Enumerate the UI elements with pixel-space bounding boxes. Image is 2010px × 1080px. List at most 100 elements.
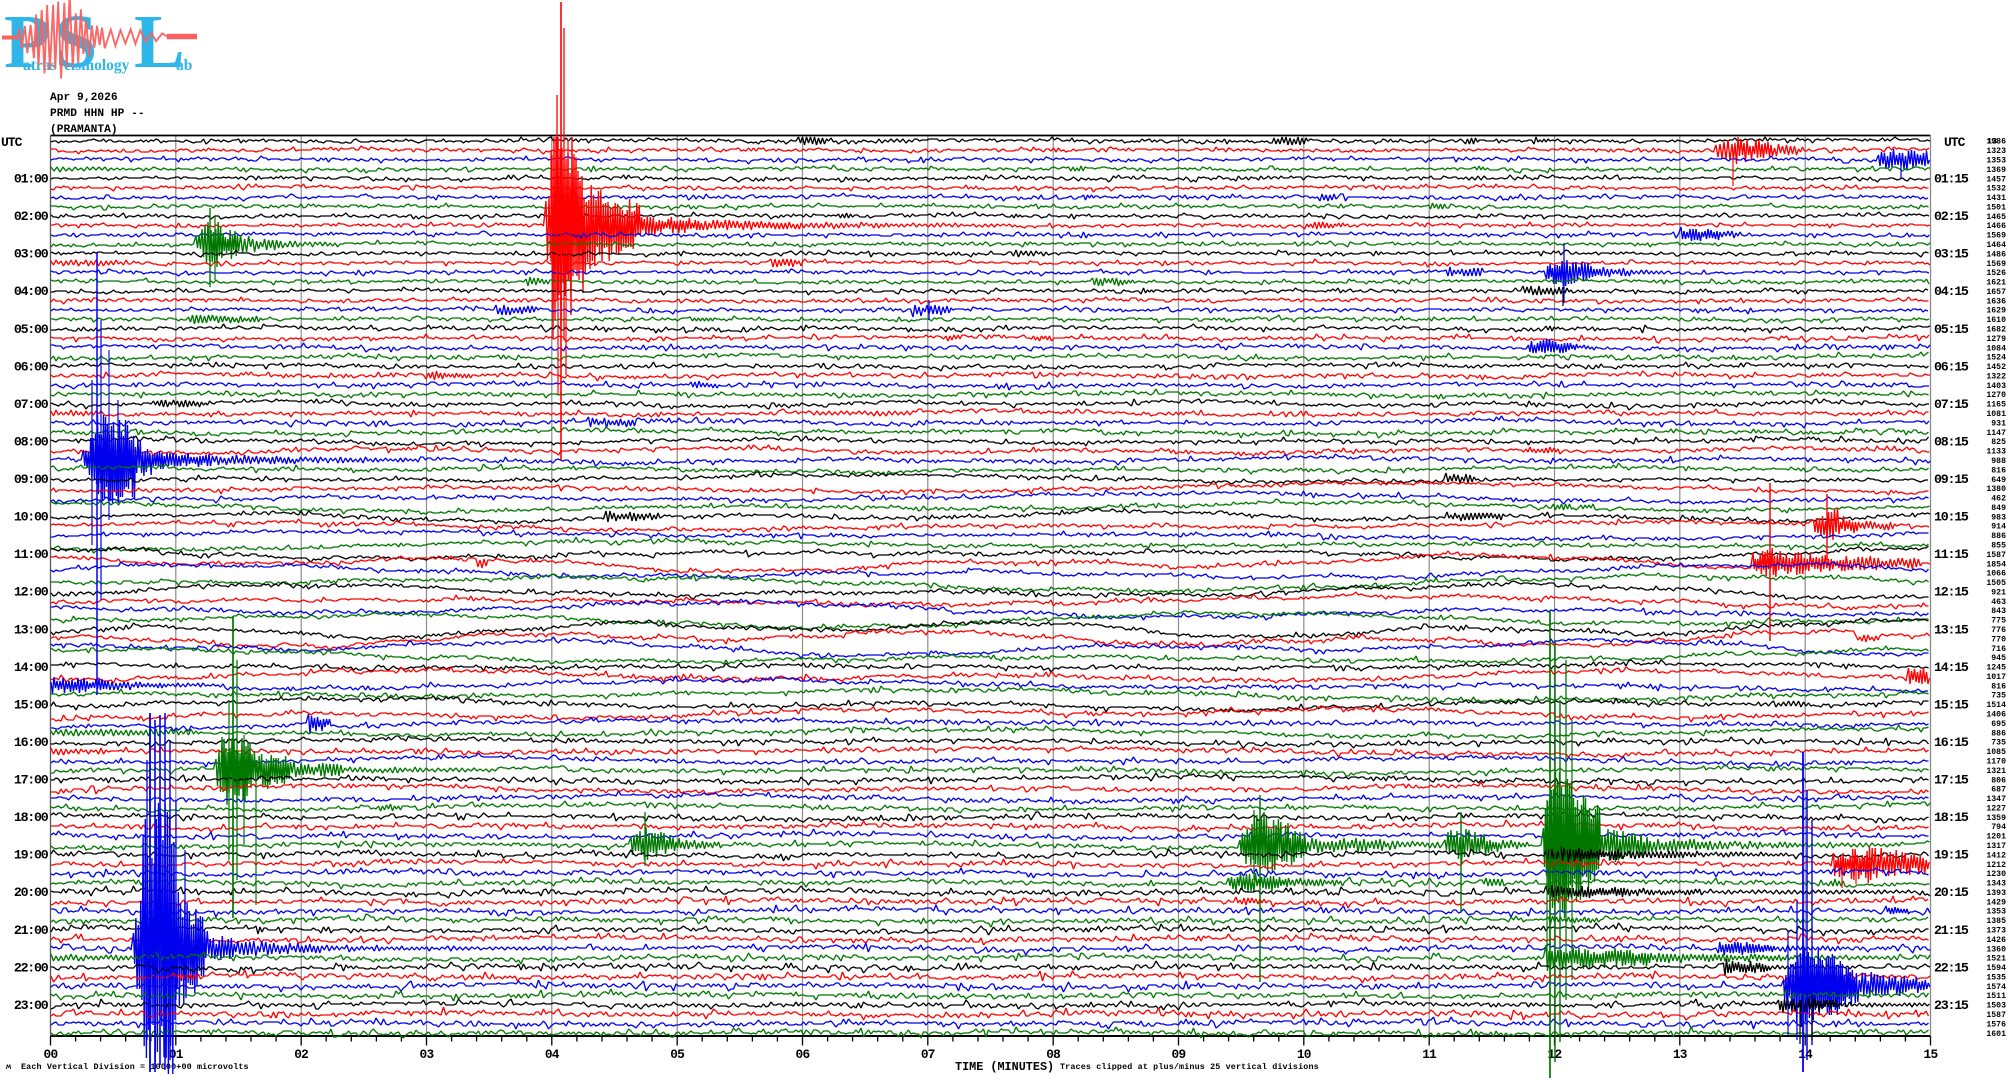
svg-text:1347: 1347 [1986,795,2006,804]
svg-text:716: 716 [1991,645,2006,654]
svg-text:03:15: 03:15 [1934,247,1969,262]
svg-text:1682: 1682 [1986,326,2006,335]
svg-text:1501: 1501 [1986,203,2006,212]
svg-text:816: 816 [1991,682,2006,691]
svg-text:855: 855 [1991,542,2006,551]
svg-text:1359: 1359 [1986,814,2006,823]
svg-text:1403: 1403 [1986,382,2006,391]
svg-text:09:15: 09:15 [1934,472,1969,487]
svg-text:1227: 1227 [1986,804,2006,813]
svg-text:1085: 1085 [1986,748,2006,757]
svg-text:12:15: 12:15 [1934,585,1969,600]
svg-text:1535: 1535 [1986,974,2006,983]
svg-text:914: 914 [1991,523,2006,532]
svg-text:17:00: 17:00 [14,773,49,788]
svg-text:13:15: 13:15 [1934,622,1969,637]
svg-text:1466: 1466 [1986,222,2006,231]
svg-text:15:00: 15:00 [14,697,49,712]
svg-text:1084: 1084 [1986,344,2006,353]
svg-text:eismology: eismology [64,57,130,74]
svg-text:1621: 1621 [1986,279,2006,288]
svg-text:1412: 1412 [1986,851,2006,860]
svg-text:04:00: 04:00 [14,284,49,299]
svg-text:770: 770 [1991,635,2006,644]
svg-text:1532: 1532 [1986,185,2006,194]
svg-text:1601: 1601 [1986,1030,2006,1039]
svg-text:02:00: 02:00 [14,209,49,224]
svg-text:1321: 1321 [1986,767,2006,776]
svg-text:05:15: 05:15 [1934,322,1969,337]
svg-text:1452: 1452 [1986,363,2006,372]
svg-text:1636: 1636 [1986,297,2006,306]
svg-text:463: 463 [1991,598,2006,607]
svg-text:01:00: 01:00 [14,172,49,187]
svg-text:1629: 1629 [1986,307,2006,316]
svg-text:PRMD HHN HP --: PRMD HHN HP -- [50,108,145,120]
svg-text:1317: 1317 [1986,842,2006,851]
svg-text:ab: ab [176,57,192,74]
svg-text:1133: 1133 [1986,448,2006,457]
svg-text:UTC: UTC [1944,135,1966,150]
svg-text:1569: 1569 [1986,260,2006,269]
svg-text:1524: 1524 [1986,354,2006,363]
svg-text:11:00: 11:00 [14,547,49,562]
svg-text:13: 13 [1987,138,1997,147]
svg-text:17:15: 17:15 [1934,773,1969,788]
svg-text:14:00: 14:00 [14,660,49,675]
svg-text:1610: 1610 [1986,316,2006,325]
svg-text:1270: 1270 [1986,391,2006,400]
svg-text:14: 14 [1798,1047,1813,1062]
svg-text:776: 776 [1991,626,2006,635]
svg-text:09: 09 [1172,1047,1186,1062]
svg-text:1066: 1066 [1986,570,2006,579]
svg-text:1505: 1505 [1986,579,2006,588]
svg-text:01: 01 [169,1047,184,1062]
svg-text:735: 735 [1991,692,2006,701]
svg-text:06:15: 06:15 [1934,359,1969,374]
svg-text:695: 695 [1991,720,2006,729]
svg-text:1393: 1393 [1986,889,2006,898]
svg-text:07: 07 [921,1047,935,1062]
svg-text:1380: 1380 [1986,485,2006,494]
svg-text:08:00: 08:00 [14,435,49,450]
svg-text:07:00: 07:00 [14,397,49,412]
svg-text:TIME (MINUTES): TIME (MINUTES) [955,1060,1054,1074]
svg-text:1511: 1511 [1986,992,2006,1001]
svg-text:13: 13 [1673,1047,1688,1062]
svg-text:L: L [134,0,185,84]
svg-text:849: 849 [1991,504,2006,513]
svg-text:1657: 1657 [1986,288,2006,297]
svg-text:1353: 1353 [1986,908,2006,917]
svg-text:988: 988 [1991,457,2006,466]
svg-text:07:15: 07:15 [1934,397,1969,412]
svg-text:10: 10 [1297,1047,1311,1062]
svg-text:20:00: 20:00 [14,885,49,900]
svg-text:825: 825 [1991,438,2006,447]
svg-text:1587: 1587 [1986,1011,2006,1020]
svg-text:816: 816 [1991,466,2006,475]
svg-text:1574: 1574 [1986,983,2006,992]
svg-text:1369: 1369 [1986,166,2006,175]
svg-text:03: 03 [420,1047,435,1062]
svg-text:1322: 1322 [1986,373,2006,382]
svg-text:06: 06 [796,1047,810,1062]
svg-text:13:00: 13:00 [14,622,49,637]
svg-text:1486: 1486 [1986,250,2006,259]
svg-text:931: 931 [1991,419,2006,428]
svg-text:00: 00 [44,1047,58,1062]
svg-text:21:15: 21:15 [1934,923,1969,938]
svg-text:1353: 1353 [1986,157,2006,166]
svg-text:1406: 1406 [1986,711,2006,720]
svg-text:1569: 1569 [1986,232,2006,241]
svg-text:921: 921 [1991,588,2006,597]
svg-text:19:00: 19:00 [14,848,49,863]
svg-text:02: 02 [294,1047,308,1062]
svg-text:843: 843 [1991,607,2006,616]
svg-text:1343: 1343 [1986,880,2006,889]
svg-text:18:00: 18:00 [14,810,49,825]
svg-text:1426: 1426 [1986,936,2006,945]
svg-text:12:00: 12:00 [14,585,49,600]
svg-text:10:00: 10:00 [14,510,49,525]
svg-text:20:15: 20:15 [1934,885,1969,900]
svg-text:886: 886 [1991,729,2006,738]
